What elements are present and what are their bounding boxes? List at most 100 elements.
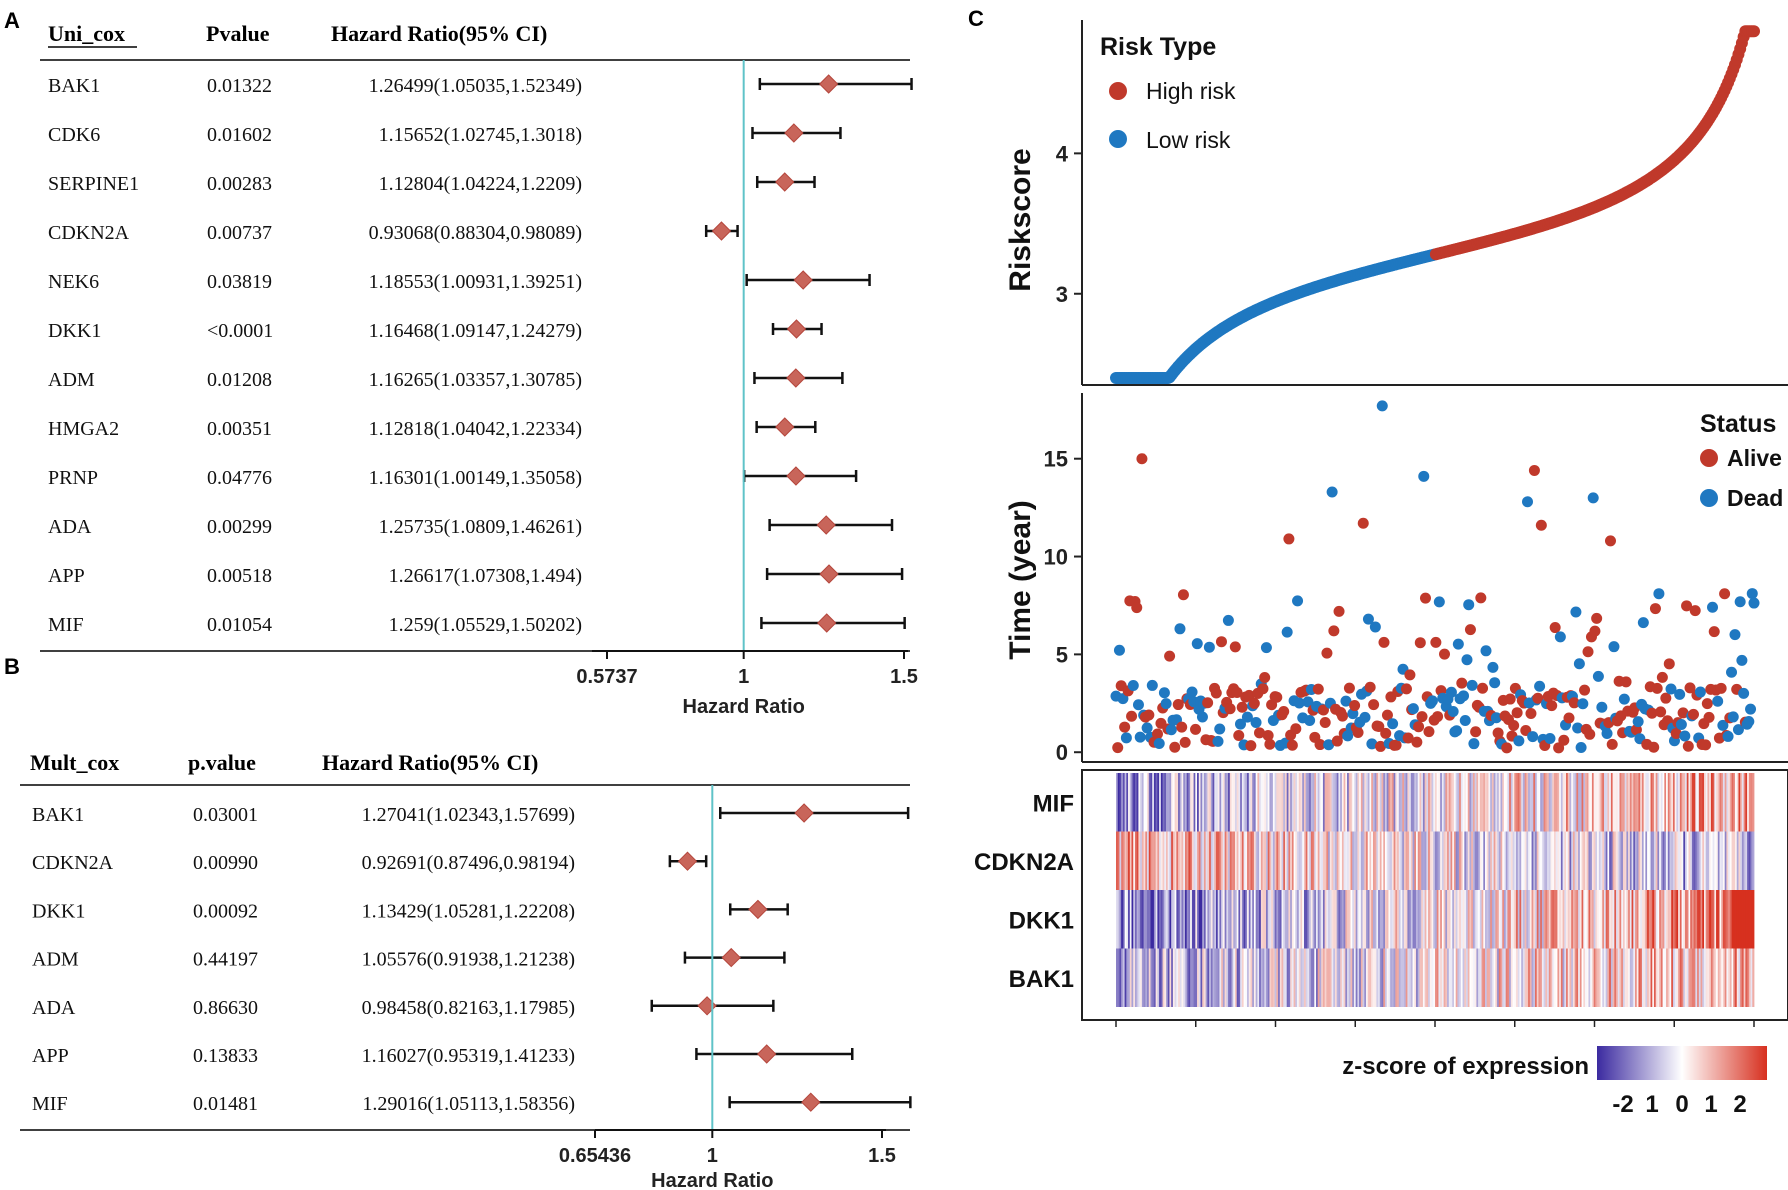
heatmap-cell [1435, 890, 1438, 949]
heatmap-cell [1390, 773, 1393, 832]
heatmap-cell [1209, 831, 1212, 890]
heatmap-cell [1629, 773, 1632, 832]
heatmap-cell [1360, 831, 1363, 890]
heatmap-cell [1200, 948, 1203, 1007]
heatmap-cell [1552, 773, 1555, 832]
heatmap-cell [1393, 948, 1396, 1007]
heatmap-cell [1300, 831, 1303, 890]
heatmap-cell [1571, 948, 1574, 1007]
alive-point [1414, 637, 1426, 649]
heatmap-cell [1547, 948, 1550, 1007]
heatmap-cell [1184, 831, 1188, 890]
heatmap-cell [1236, 890, 1239, 949]
heatmap-cell [1629, 890, 1632, 949]
heatmap-cell [1450, 948, 1453, 1007]
heatmap-cell [1540, 948, 1543, 1007]
heatmap-cell [1260, 773, 1263, 832]
alive-point [1143, 709, 1155, 721]
heatmap-cell [1248, 773, 1251, 832]
zscore-colorbar [1597, 1046, 1767, 1080]
heatmap-cell [1153, 831, 1157, 890]
heatmap-cell [1203, 831, 1207, 890]
heatmap-cell [1522, 948, 1526, 1007]
heatmap-cell [1298, 831, 1301, 890]
heatmap-cell [1462, 773, 1465, 832]
dead-point [1570, 606, 1582, 618]
heatmap-cell [1122, 831, 1126, 890]
heatmap-cell [1579, 890, 1582, 949]
heatmap-cell [1703, 948, 1707, 1007]
heatmap-cell [1507, 890, 1510, 949]
dead-point [1196, 711, 1208, 723]
heatmap-cell [1267, 831, 1270, 890]
dead-point [1722, 730, 1734, 742]
heatmap-cell [1152, 831, 1155, 890]
heatmap-cell [1674, 831, 1677, 890]
heatmap-cell [1483, 948, 1486, 1007]
heatmap-cell [1669, 948, 1672, 1007]
heatmap-cell [1485, 948, 1488, 1007]
heatmap-cell [1567, 948, 1570, 1007]
heatmap-cell [1498, 890, 1501, 949]
dead-point [1596, 701, 1608, 713]
heatmap-cell [1491, 773, 1495, 832]
heatmap-cell [1286, 948, 1289, 1007]
heatmap-cell [1633, 831, 1636, 890]
heatmap-cell [1443, 890, 1446, 949]
heatmap-cell [1395, 831, 1398, 890]
heatmap-cell [1388, 831, 1391, 890]
dead-point [1445, 686, 1457, 698]
dead-point [1304, 715, 1316, 727]
alive-point [1314, 739, 1326, 751]
heatmap-cell [1193, 831, 1196, 890]
heatmap-cell [1234, 831, 1238, 890]
heatmap-cell [1617, 773, 1620, 832]
heatmap-cell [1548, 948, 1551, 1007]
heatmap-cell [1503, 773, 1507, 832]
heatmap-cell [1710, 948, 1714, 1007]
heatmap-cell [1738, 948, 1741, 1007]
heatmap-cell [1147, 948, 1150, 1007]
heatmap-cell [1419, 890, 1422, 949]
heatmap-cell [1672, 948, 1676, 1007]
heatmap-cell [1579, 773, 1582, 832]
dead-point [1618, 693, 1630, 705]
heatmap-cell [1679, 948, 1682, 1007]
heatmap-cell [1140, 773, 1143, 832]
heatmap-cell [1536, 831, 1539, 890]
heatmap-cell [1159, 831, 1162, 890]
hazard-ratio-diamond [816, 515, 836, 535]
heatmap-cell [1607, 890, 1610, 949]
heatmap-cell [1400, 773, 1403, 832]
heatmap-cell [1681, 948, 1684, 1007]
heatmap-cell [1172, 948, 1176, 1007]
heatmap-cell [1503, 831, 1507, 890]
heatmap-cell [1286, 831, 1289, 890]
heatmap-cell [1535, 890, 1538, 949]
heatmap-cell [1721, 890, 1724, 949]
heatmap-cell [1350, 831, 1353, 890]
x-tick-label: 0.5737 [576, 666, 637, 688]
heatmap-cell [1440, 773, 1443, 832]
heatmap-cell [1452, 831, 1455, 890]
heatmap-cell [1129, 948, 1132, 1007]
heatmap-cell [1481, 773, 1484, 832]
heatmap-cell [1140, 890, 1143, 949]
gene-label: PRNP [48, 467, 98, 489]
heatmap-cell [1664, 773, 1667, 832]
heatmap-cell [1698, 773, 1701, 832]
heatmap-cell [1453, 890, 1457, 949]
y-tick-label: 0 [1056, 740, 1068, 765]
heatmap-cell [1264, 890, 1267, 949]
heatmap-cell [1719, 773, 1722, 832]
dead-point [1260, 642, 1272, 654]
heatmap-cell [1334, 890, 1338, 949]
alive-point [1663, 658, 1675, 670]
heatmap-cell [1291, 831, 1295, 890]
heatmap-cell [1383, 948, 1386, 1007]
heatmap-cell [1521, 890, 1524, 949]
dead-point [1362, 613, 1374, 625]
alive-point [1687, 708, 1699, 720]
heatmap-cell [1645, 948, 1648, 1007]
heatmap-cell [1695, 890, 1698, 949]
